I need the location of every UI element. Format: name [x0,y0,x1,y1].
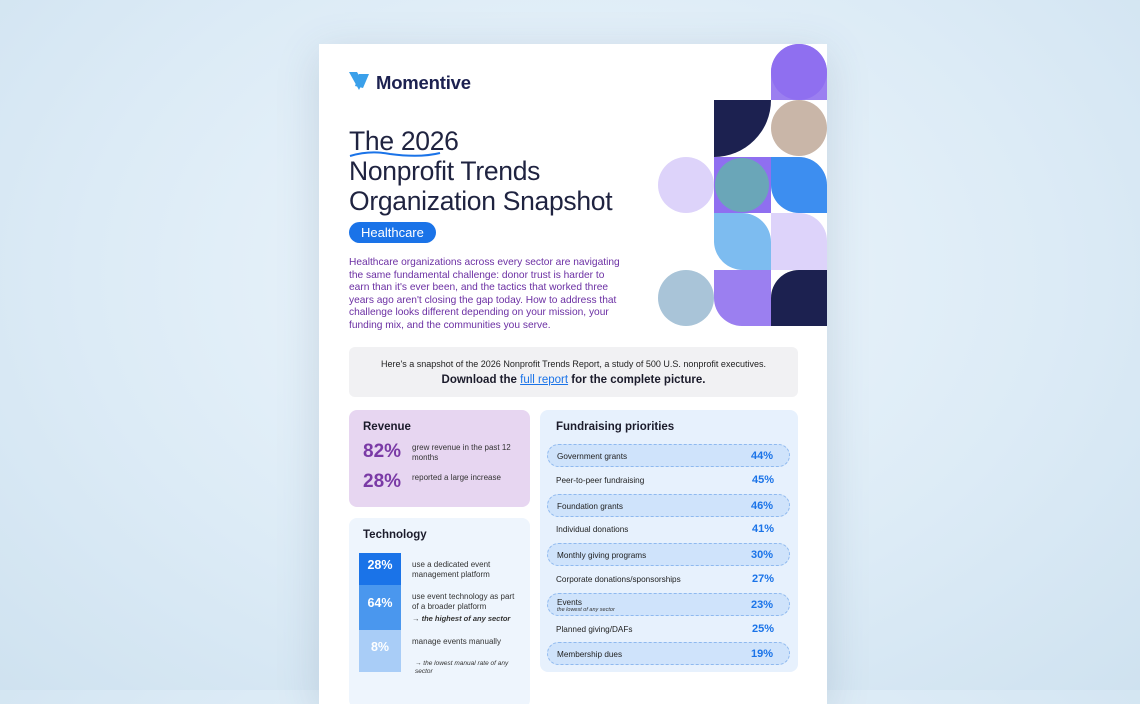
shape [771,270,827,326]
logo [349,72,369,90]
title-line: Organization Snapshot [349,186,613,216]
box-title: Fundraising priorities [556,421,675,433]
priority-row: Peer-to-peer fundraising 45% [547,469,790,492]
tech-note: → the highest of any sector [412,614,511,623]
priority-row: Corporate donations/sponsorships 27% [547,568,790,591]
priority-value: 19% [750,648,773,661]
shape [658,157,714,213]
title-line: The 2026 [349,126,459,156]
tech-note: → the lowest manual rate of any sector [415,660,509,675]
stat-text: grew revenue in the past 12 months [412,443,511,462]
box-title: Technology [363,529,427,541]
priority-row: Government grants 44% [547,444,790,467]
priority-label: Membership dues [557,650,623,660]
priority-label: Foundation grants [557,501,623,511]
banner-text: Here's a snapshot of the 2026 Nonprofit … [381,359,766,369]
underline [349,151,441,157]
priority-value: 25% [751,622,774,635]
shape [714,213,771,270]
box-title: Revenue [363,421,411,433]
tech-segment: 28% [359,553,401,585]
shape [714,100,771,157]
priority-value: 45% [751,473,774,486]
shape [771,213,827,270]
photo [658,270,714,326]
stat-value: 28% [363,471,402,492]
priority-value: 30% [750,549,773,562]
sector-tag: Healthcare [349,222,436,243]
photo [771,100,827,156]
intro: Healthcare organizations across every se… [349,257,620,331]
shape [771,157,827,213]
priority-row: Individual donations 41% [547,518,790,541]
priority-value: 41% [751,523,774,536]
tech-text: use a dedicated event management platfor… [412,560,491,579]
stat-value: 82% [363,441,402,462]
priority-note: the lowest of any sector [557,606,615,613]
shape [714,270,771,326]
priority-row: Membership dues 19% [547,642,790,666]
tech-text: manage events manually [412,637,501,646]
tech-segment: 8% [359,630,401,672]
shape [771,44,827,100]
title-line: Nonprofit Trends [349,156,541,186]
priority-value: 46% [750,499,773,512]
snapshot-card: Momentive The 2026 Nonprofit Trends Orga… [319,44,827,704]
banner-cta: Download the full report for the complet… [349,374,798,386]
priority-label: Government grants [557,452,628,461]
cta-text: Download the [441,374,517,386]
technology-box: Technology 28% use a dedicated event mana… [349,518,530,704]
priority-value: 27% [751,573,774,585]
priority-row: Planned giving/DAFs 25% [547,618,790,641]
report-link[interactable]: full report [520,374,569,386]
cta-text: for the complete picture. [571,374,706,386]
priority-label: Planned giving/DAFs [556,624,633,634]
revenue-box: Revenue 82% grew revenue in the past 12 m… [349,410,530,507]
brand: Momentive [376,72,471,93]
priority-value: 23% [750,598,773,611]
priority-row: Monthly giving programs 30% [547,543,790,567]
priority-row: Events the lowest of any sector 23% [547,592,790,616]
priority-label: Events [557,597,583,607]
decoration [349,44,827,326]
priority-row: Foundation grants 46% [547,493,790,517]
priority-label: Peer-to-peer fundraising [556,475,645,485]
priority-label: Corporate donations/sponsorships [556,575,681,584]
photo [715,158,769,212]
priority-value: 44% [750,450,773,462]
stat-text: reported a large increase [412,473,501,482]
priority-label: Monthly giving programs [557,551,647,561]
tech-segment: 64% [359,585,401,630]
banner: Here's a snapshot of the 2026 Nonprofit … [349,347,798,397]
tech-text: use event technology as part of a broade… [412,592,515,611]
fundraising-box: Fundraising priorities Government grants… [540,410,798,672]
priority-label: Individual donations [556,525,629,535]
